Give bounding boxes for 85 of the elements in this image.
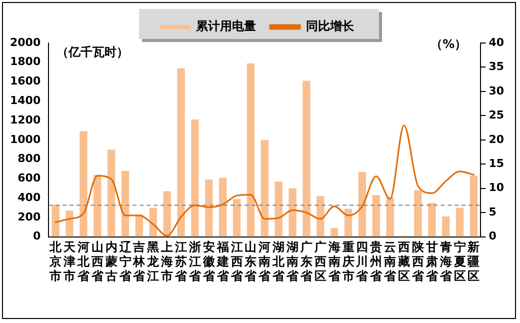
y2-tick-label: 30: [488, 84, 504, 98]
y-tick-label: 1800: [10, 55, 41, 68]
x-tick-label: 江苏省: [174, 240, 188, 283]
x-tick-label: 宁夏区: [452, 240, 466, 283]
y-tick-label: 0: [32, 230, 41, 243]
y2-tick-label: 35: [488, 60, 504, 74]
y2-tick-label: 25: [488, 108, 504, 122]
bar: [330, 228, 338, 237]
bar: [316, 196, 324, 237]
x-tick-label: 青海省: [438, 240, 453, 283]
bar: [108, 150, 116, 237]
bar: [372, 195, 380, 237]
x-tick-label: 山西省: [90, 240, 104, 283]
bar: [456, 208, 464, 237]
x-tick-label: 重庆市: [341, 240, 354, 283]
bar: [344, 208, 352, 237]
y-tick-label: 400: [18, 190, 41, 204]
bar: [358, 172, 366, 237]
x-tick-label: 湖南省: [286, 240, 300, 283]
legend-label: 累计用电量: [195, 19, 256, 34]
bar: [386, 197, 394, 237]
bar: [428, 202, 436, 237]
x-tick-label: 黑龙江: [146, 240, 160, 283]
y2-tick-label: 15: [488, 156, 504, 170]
bar: [191, 120, 199, 237]
x-tick-label: 河南省: [258, 240, 272, 283]
bar: [442, 216, 450, 237]
x-tick-label: 浙江省: [188, 240, 202, 283]
bar: [414, 190, 422, 237]
x-tick-label: 安徽省: [202, 240, 216, 283]
y2-tick-label: 0: [488, 230, 497, 243]
bar: [149, 208, 157, 237]
y-tick-label: 2000: [10, 36, 41, 49]
x-tick-label: 甘肃省: [424, 240, 439, 283]
bar: [163, 191, 171, 237]
y-tick-label: 1600: [10, 74, 41, 88]
bar: [66, 210, 74, 237]
bar: [121, 170, 130, 237]
y2-tick-label: 10: [488, 181, 504, 194]
y2-tick-label: 20: [488, 132, 504, 146]
legend-label: 同比增长: [306, 19, 355, 34]
y-axis-title: （亿千瓦时）: [56, 45, 129, 60]
x-tick-label: 福建省: [216, 240, 230, 283]
y-tick-label: 200: [18, 210, 41, 224]
x-tick-label: 海南省: [327, 240, 342, 283]
y-tick-label: 800: [18, 152, 41, 166]
x-tick-label: 江西省: [230, 240, 244, 283]
x-tick-label: 北京市: [48, 240, 63, 283]
x-tick-label: 吉林省: [132, 240, 146, 283]
line-series: [54, 124, 475, 237]
bar: [52, 204, 60, 237]
bar: [274, 182, 282, 237]
x-tick-label: 上海市: [160, 240, 174, 283]
x-tick-label: 云南省: [383, 240, 398, 283]
y2-tick-label: 5: [488, 205, 496, 218]
x-tick-label: 内蒙古: [104, 240, 118, 283]
x-tick-label: 湖北省: [272, 240, 286, 283]
y-tick-label: 1200: [10, 113, 41, 126]
x-tick-label: 天津市: [62, 240, 77, 283]
x-tick-label: 贵州省: [369, 240, 384, 283]
x-tick-label: 河北省: [76, 240, 90, 283]
y2-tick-label: 40: [488, 36, 504, 49]
bar: [177, 68, 185, 237]
y-tick-label: 600: [18, 172, 41, 185]
bar: [288, 188, 296, 237]
x-tick-label: 陕西省: [410, 240, 425, 283]
y-tick-label: 1400: [10, 94, 41, 107]
x-tick-label: 广东省: [299, 240, 314, 283]
y-tick-label: 1000: [10, 132, 41, 146]
x-tick-label: 新疆区: [466, 240, 480, 283]
x-tick-label: 辽宁省: [118, 240, 132, 283]
bar: [219, 178, 227, 237]
y2-axis-title: （%）: [430, 37, 467, 52]
x-tick-label: 西藏区: [397, 240, 410, 283]
x-tick-label: 山东省: [244, 240, 258, 283]
bar: [232, 199, 241, 237]
x-tick-label: 四川省: [355, 240, 370, 283]
bar: [470, 176, 478, 237]
bar: [94, 174, 102, 237]
bar: [205, 180, 213, 237]
bar: [260, 140, 268, 237]
bar: [302, 80, 310, 237]
bar: [80, 131, 88, 237]
x-tick-label: 广西区: [313, 240, 326, 283]
bar: [246, 63, 255, 237]
